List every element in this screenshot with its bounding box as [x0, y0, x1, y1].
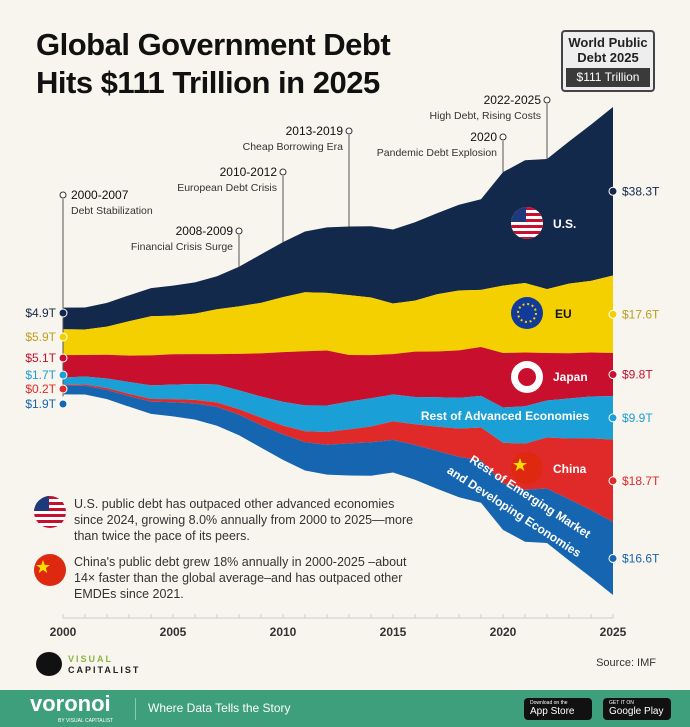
annotation-period: 2000-2007 [71, 188, 129, 202]
china-note: China's public debt grew 18% annually in… [74, 555, 407, 601]
start-dot [58, 332, 68, 342]
annotation-period: 2008-2009 [176, 224, 234, 238]
end-value-label: $18.7T [622, 474, 660, 488]
annotation-marker [345, 127, 353, 135]
eu-flag-icon [511, 297, 543, 329]
end-value-label: $38.3T [622, 184, 660, 198]
series-label: EU [555, 307, 572, 321]
total-debt-badge: World Public Debt 2025 $111 Trillion [561, 30, 655, 92]
start-value-label: $5.1T [25, 351, 56, 365]
annotation-marker [543, 96, 551, 104]
annotation-text: Financial Crisis Surge [131, 241, 233, 253]
series-label: Japan [553, 370, 588, 384]
badge-title-2: Debt 2025 [577, 50, 639, 65]
start-value-label: $1.7T [25, 368, 56, 382]
annotation-marker [279, 168, 287, 176]
notes: U.S. public debt has outpaced other adva… [34, 496, 424, 602]
x-tick-label: 2005 [160, 625, 187, 639]
series-area-1 [63, 275, 613, 356]
start-dot [58, 384, 68, 394]
start-value-label: $0.2T [25, 382, 56, 396]
start-dot [58, 308, 68, 318]
end-value-label: $17.6T [622, 307, 660, 321]
series-label: Rest of Advanced Economies [421, 409, 590, 423]
end-dot [608, 413, 618, 423]
us-flag-icon [511, 207, 543, 239]
x-tick-label: 2015 [380, 625, 407, 639]
start-value-label: $1.9T [25, 397, 56, 411]
start-value-label: $4.9T [25, 306, 56, 320]
end-dot [608, 309, 618, 319]
visual-capitalist-logo-icon [36, 652, 62, 676]
x-tick-label: 2020 [490, 625, 517, 639]
china-flag-icon [511, 452, 543, 484]
annotation-text: Pandemic Debt Explosion [377, 147, 497, 159]
footer: voronoi BY VISUAL CAPITALIST Where Data … [0, 690, 690, 727]
start-dot [58, 399, 68, 409]
start-value-label: $5.9T [25, 330, 56, 344]
annotation-marker [59, 191, 67, 199]
annotation-text: Debt Stabilization [71, 205, 153, 217]
china-flag-icon [34, 554, 66, 586]
annotation-period: 2020 [470, 130, 497, 144]
x-tick-label: 2000 [50, 625, 77, 639]
china-note-row: China's public debt grew 18% annually in… [34, 554, 424, 602]
series-area-2 [63, 347, 613, 408]
series-area-5 [63, 385, 613, 595]
end-dot [608, 186, 618, 196]
series-area-4 [63, 384, 613, 522]
series-label: U.S. [553, 217, 576, 231]
title-line-1: Global Government Debt [36, 27, 391, 62]
voronoi-sub: BY VISUAL CAPITALIST [58, 718, 114, 724]
divider [135, 698, 136, 720]
tagline: Where Data Tells the Story [148, 701, 291, 715]
end-value-label: $16.6T [622, 551, 660, 565]
x-tick-label: 2010 [270, 625, 297, 639]
japan-flag-icon [511, 361, 543, 393]
series-area-0 [63, 107, 613, 330]
us-flag-icon [34, 496, 66, 528]
us-note-row: U.S. public debt has outpaced other adva… [34, 496, 424, 544]
us-note: U.S. public debt has outpaced other adva… [74, 497, 414, 543]
annotation-text: Cheap Borrowing Era [243, 141, 344, 153]
page-title: Global Government Debt Hits $111 Trillion… [36, 26, 391, 102]
annotation-marker [235, 227, 243, 235]
voronoi-logo: voronoi [30, 691, 111, 716]
annotation-text: European Debt Crisis [177, 182, 277, 194]
start-dot [58, 370, 68, 380]
end-value-label: $9.8T [622, 368, 653, 382]
series-area-3 [63, 376, 613, 444]
start-dot [58, 353, 68, 363]
end-dot [608, 553, 618, 563]
visual-capitalist-logo: VISUAL CAPITALIST [68, 654, 141, 675]
annotation-period: 2010-2012 [220, 165, 278, 179]
annotation-period: 2022-2025 [484, 93, 542, 107]
annotation-period: 2013-2019 [286, 124, 344, 138]
series-label: China [553, 462, 587, 476]
x-tick-label: 2025 [600, 625, 627, 639]
end-value-label: $9.9T [622, 411, 653, 425]
badge-value: $111 Trillion [566, 68, 650, 87]
annotation-text: High Debt, Rising Costs [430, 110, 541, 122]
google-play-button[interactable]: GET IT ON Google Play [603, 698, 671, 720]
annotation-marker [499, 133, 507, 141]
badge-title-1: World Public [568, 35, 648, 50]
source: Source: IMF [596, 657, 656, 669]
title-line-2: Hits $111 Trillion in 2025 [36, 65, 380, 100]
end-dot [608, 476, 618, 486]
app-store-button[interactable]: Download on the App Store [524, 698, 592, 720]
end-dot [608, 370, 618, 380]
